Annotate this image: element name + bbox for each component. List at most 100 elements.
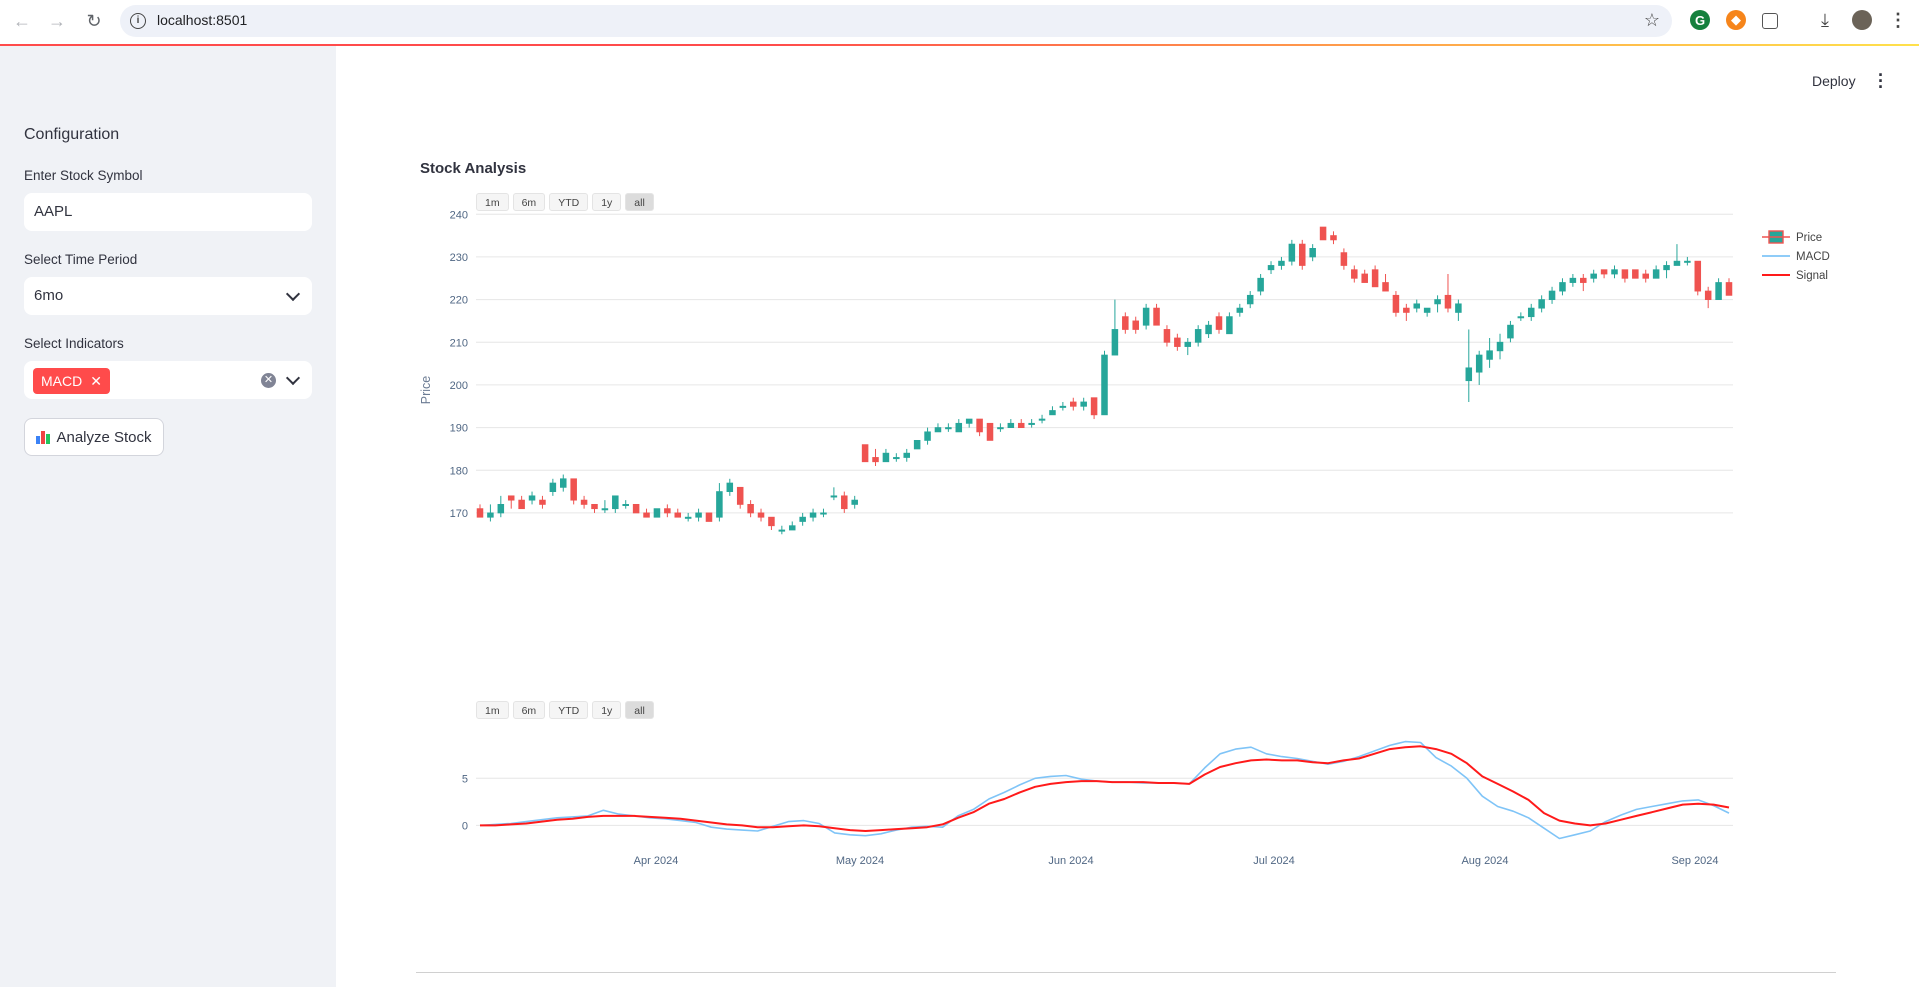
candle-body xyxy=(684,516,692,519)
candle-body xyxy=(643,512,650,518)
download-icon[interactable]: ⤓ xyxy=(1821,9,1829,30)
candle-body xyxy=(1663,265,1670,271)
range-button-ytd[interactable]: YTD xyxy=(549,193,589,211)
candle-body xyxy=(1257,277,1264,292)
candle-body xyxy=(1028,422,1035,425)
x-tick-label: Apr 2024 xyxy=(634,855,679,867)
candle-body xyxy=(549,482,557,493)
period-select[interactable]: 6mo xyxy=(24,277,312,315)
candle-body xyxy=(1684,260,1691,263)
range-button-1m[interactable]: 1m xyxy=(476,701,509,719)
candle-body xyxy=(778,529,786,532)
candle-body xyxy=(1309,247,1316,258)
range-button-1y[interactable]: 1y xyxy=(592,701,622,719)
price-tick-label: 200 xyxy=(450,380,468,392)
candle-body xyxy=(841,495,848,510)
candle-body xyxy=(1153,307,1160,326)
indicators-multiselect[interactable]: MACD ✕ ✕ xyxy=(24,361,312,399)
candle-body xyxy=(601,508,609,511)
price-tick-label: 210 xyxy=(450,337,468,349)
candle-body xyxy=(986,422,994,441)
candle-body xyxy=(570,478,577,501)
legend-price-label: Price xyxy=(1796,232,1822,244)
candle-body xyxy=(1163,329,1171,343)
remove-tag-icon[interactable]: ✕ xyxy=(90,373,102,389)
candle-body xyxy=(851,499,858,505)
extensions-icon[interactable] xyxy=(1762,13,1778,29)
main-menu-icon[interactable]: · · · xyxy=(1878,65,1884,97)
range-button-6m[interactable]: 6m xyxy=(512,701,546,719)
profile-avatar[interactable] xyxy=(1852,10,1872,30)
x-tick-label: Sep 2024 xyxy=(1671,855,1718,867)
candle-body xyxy=(664,508,671,514)
range-button-all[interactable]: all xyxy=(625,193,654,211)
back-icon[interactable]: ← xyxy=(13,10,31,31)
bar-chart-icon xyxy=(36,430,51,444)
reload-icon[interactable]: ↻ xyxy=(86,10,102,31)
candle-body xyxy=(580,499,588,505)
range-button-ytd[interactable]: YTD xyxy=(549,701,589,719)
candle-body xyxy=(1382,282,1389,292)
candle-body xyxy=(1486,350,1493,360)
candle-body xyxy=(768,516,775,527)
price-axis-label: Price xyxy=(419,376,433,405)
divider xyxy=(416,972,1836,973)
candle-body xyxy=(757,512,765,518)
indicator-tag-label: MACD xyxy=(41,373,83,389)
candle-body xyxy=(1725,282,1733,296)
candle-body xyxy=(1298,243,1306,266)
metamask-icon[interactable]: ◆ xyxy=(1726,10,1746,30)
candle-body xyxy=(507,495,515,501)
page-title: Stock Analysis xyxy=(420,160,527,177)
candle-body xyxy=(882,452,890,463)
candle-body xyxy=(497,503,505,514)
indicator-tag-macd[interactable]: MACD ✕ xyxy=(33,368,110,394)
candle-body xyxy=(1444,294,1452,309)
range-button-1y[interactable]: 1y xyxy=(592,193,622,211)
candle-body xyxy=(799,516,806,522)
info-icon[interactable]: i xyxy=(130,13,146,29)
deploy-button[interactable]: Deploy xyxy=(1812,73,1856,89)
range-button-6m[interactable]: 6m xyxy=(512,193,546,211)
candle-body xyxy=(1652,269,1660,279)
candle-body xyxy=(820,512,827,515)
price-tick-label: 190 xyxy=(450,423,468,435)
x-tick-label: Jul 2024 xyxy=(1253,855,1295,867)
sidebar-title: Configuration xyxy=(24,126,120,143)
menu-icon[interactable]: ⋮ xyxy=(1889,9,1907,30)
candle-body xyxy=(653,508,661,518)
price-tick-label: 170 xyxy=(450,508,468,520)
candle-body xyxy=(674,512,682,518)
x-tick-label: Aug 2024 xyxy=(1461,855,1508,867)
symbol-input[interactable]: AAPL xyxy=(24,193,312,231)
star-icon[interactable]: ☆ xyxy=(1643,10,1660,30)
candle-body xyxy=(1392,294,1400,313)
candle-body xyxy=(1455,303,1462,313)
candle-body xyxy=(622,503,629,506)
candle-body xyxy=(955,422,963,433)
candle-body xyxy=(965,418,973,424)
candle-body xyxy=(1288,243,1296,262)
analyze-stock-button[interactable]: Analyze Stock xyxy=(24,418,164,456)
period-label: Select Time Period xyxy=(24,252,138,267)
address-bar[interactable]: i localhost:8501 ☆ xyxy=(120,5,1672,37)
url-text[interactable]: localhost:8501 xyxy=(157,12,248,28)
clear-all-icon[interactable]: ✕ xyxy=(261,373,276,388)
candle-body xyxy=(1038,418,1046,421)
symbol-input-value[interactable]: AAPL xyxy=(34,203,73,220)
candle-body xyxy=(1340,252,1348,266)
candle-body xyxy=(1580,277,1587,283)
period-select-value[interactable]: 6mo xyxy=(34,287,64,304)
candle-body xyxy=(1621,269,1629,279)
candle-body xyxy=(1434,299,1441,305)
candle-body xyxy=(1049,410,1056,416)
range-button-1m[interactable]: 1m xyxy=(476,193,509,211)
range-button-all[interactable]: all xyxy=(625,701,654,719)
candle-body xyxy=(1475,354,1483,373)
candle-body xyxy=(1090,397,1098,416)
candle-body xyxy=(695,512,702,518)
grammarly-icon[interactable]: G xyxy=(1690,10,1710,30)
forward-icon[interactable]: → xyxy=(48,10,66,31)
candle-body xyxy=(528,495,536,501)
